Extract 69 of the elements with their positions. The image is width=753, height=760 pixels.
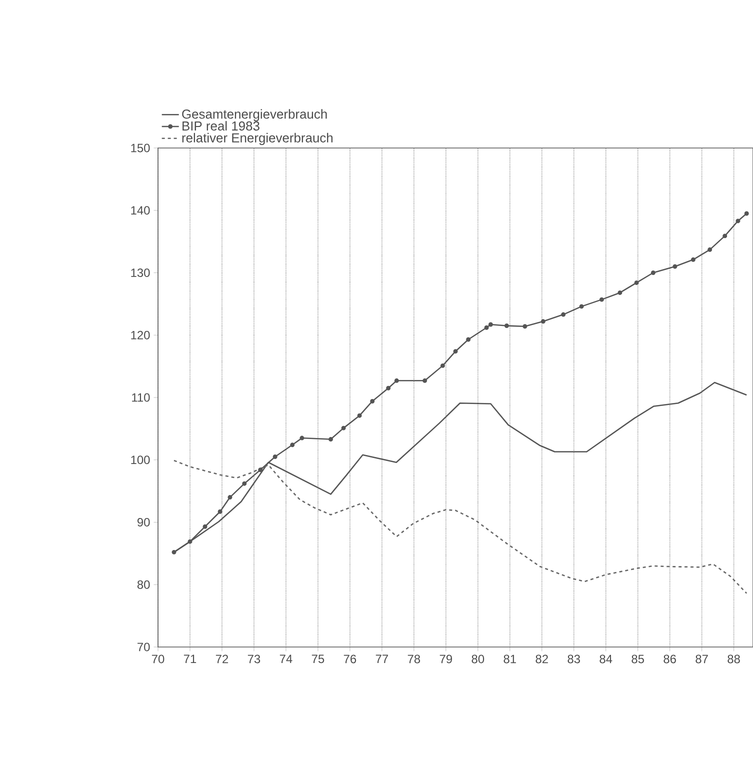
point — [672, 264, 678, 269]
x-tick-label: 73 — [248, 654, 260, 664]
point — [370, 398, 375, 404]
point — [218, 509, 222, 514]
point — [488, 322, 493, 327]
legend-label: relativer Energieverbrauch — [182, 132, 332, 146]
y-tick-label: 70 — [138, 642, 150, 652]
x-tick-label: 78 — [408, 654, 420, 664]
point — [202, 524, 208, 529]
point — [172, 550, 176, 554]
point — [690, 257, 696, 262]
point — [599, 297, 604, 302]
x-tick-label: 75 — [312, 654, 324, 664]
x-tick-label: 85 — [632, 654, 644, 664]
point — [300, 436, 304, 440]
x-tick-label: 86 — [664, 654, 676, 664]
point — [258, 468, 263, 472]
point — [440, 363, 445, 368]
point — [328, 437, 333, 442]
y-tick-label: 90 — [137, 518, 150, 526]
y-tick-label: 140 — [131, 206, 150, 215]
point — [504, 324, 509, 328]
x-tick-label: 87 — [696, 654, 708, 664]
point — [290, 442, 295, 448]
x-tick-label: 81 — [504, 654, 516, 664]
legend-label: Gesamtenergieverbrauch — [182, 109, 327, 122]
point — [394, 378, 399, 383]
point — [618, 290, 622, 295]
point — [708, 247, 712, 252]
point — [386, 386, 391, 390]
point — [634, 280, 639, 285]
point — [341, 426, 346, 430]
x-tick-label: 71 — [184, 654, 196, 663]
y-tick-label: 150 — [131, 144, 150, 152]
point — [466, 337, 471, 342]
point — [242, 481, 247, 486]
legend-label: BIP real 1983 — [182, 121, 260, 131]
point — [736, 218, 740, 224]
point — [228, 495, 232, 500]
point — [357, 413, 362, 418]
point — [540, 319, 546, 324]
x-tick-label: 76 — [344, 654, 356, 664]
point — [522, 324, 528, 329]
x-tick-label: 80 — [472, 654, 484, 664]
y-tick-label: 110 — [132, 393, 150, 402]
point — [484, 325, 489, 330]
y-tick-label: 120 — [131, 330, 150, 340]
point — [272, 454, 278, 459]
point — [453, 349, 458, 354]
point — [744, 211, 749, 216]
x-tick-label: 82 — [536, 654, 548, 664]
y-tick-label: 130 — [131, 268, 150, 277]
line-series — [173, 460, 748, 594]
x-tick-label: 83 — [568, 654, 580, 664]
x-tick-label: 79 — [440, 654, 452, 664]
point — [422, 378, 428, 383]
x-tick-label: 70 — [152, 654, 164, 664]
x-tick-label: 74 — [280, 654, 292, 663]
y-tick-label: 80 — [137, 580, 150, 589]
x-tick-label: 72 — [216, 654, 228, 664]
point — [650, 270, 656, 275]
point — [188, 539, 192, 544]
point — [722, 234, 728, 238]
x-tick-label: 77 — [376, 654, 388, 663]
x-tick-label: 88 — [728, 654, 740, 664]
x-tick-label: 84 — [600, 654, 612, 664]
point — [579, 304, 584, 309]
point — [561, 312, 566, 317]
y-tick-label: 100 — [131, 456, 150, 464]
